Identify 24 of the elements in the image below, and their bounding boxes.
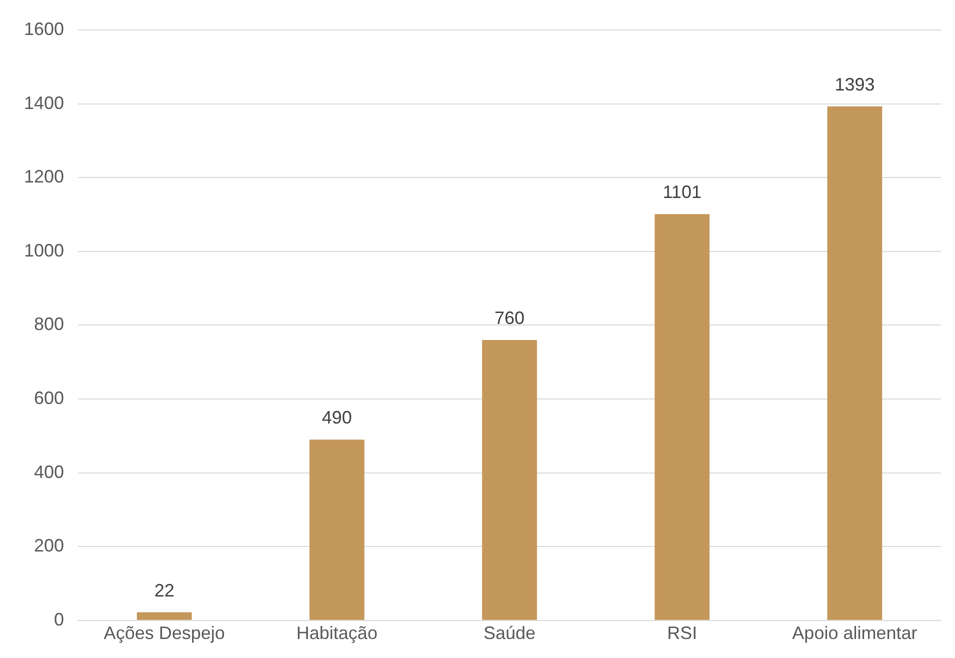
y-tick-label: 200 <box>34 536 64 556</box>
y-tick-label: 1600 <box>24 18 64 39</box>
bar <box>654 214 710 620</box>
data-label: 490 <box>322 408 352 428</box>
data-label: 1393 <box>834 74 875 94</box>
bar <box>309 440 364 620</box>
data-label: 22 <box>154 580 174 600</box>
y-tick-label: 800 <box>34 314 64 334</box>
y-tick-label: 0 <box>54 609 64 630</box>
x-tick-label: Habitação <box>296 623 378 644</box>
data-label: 1101 <box>662 182 702 202</box>
y-tick-label: 400 <box>34 462 64 482</box>
bar <box>482 340 537 620</box>
x-tick-label: Saúde <box>483 623 536 644</box>
y-tick-label: 1400 <box>24 92 64 113</box>
y-tick-label: 600 <box>34 388 64 408</box>
data-label: 760 <box>494 308 525 328</box>
bar <box>136 612 192 620</box>
y-tick-label: 1200 <box>24 166 64 187</box>
x-tick-label: Apoio alimentar <box>792 623 918 644</box>
y-tick-label: 1000 <box>24 240 64 260</box>
bar <box>827 106 882 620</box>
x-tick-label: RSI <box>667 623 698 644</box>
x-tick-label: Ações Despejo <box>104 623 225 644</box>
